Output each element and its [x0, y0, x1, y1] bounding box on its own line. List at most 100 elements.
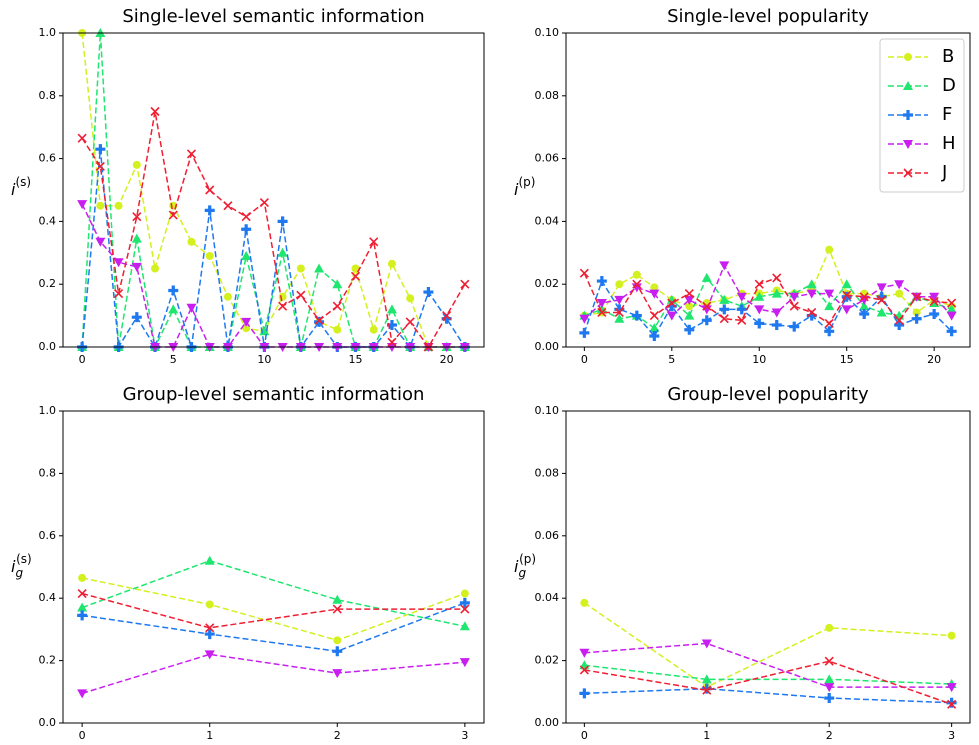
axes-frame	[565, 410, 971, 724]
point	[614, 313, 625, 323]
point	[685, 302, 694, 311]
point	[736, 304, 747, 315]
x-tick-label: 20	[927, 353, 941, 366]
plot-area	[77, 28, 470, 352]
legend-label: H	[942, 133, 956, 154]
point	[114, 201, 123, 210]
point	[314, 263, 325, 273]
point	[579, 314, 590, 324]
point	[631, 310, 642, 321]
point	[946, 304, 957, 314]
point	[131, 312, 142, 323]
point	[719, 314, 729, 324]
point	[806, 310, 817, 321]
point	[912, 292, 922, 302]
y-tick-label: 0.00	[535, 716, 560, 729]
point	[259, 197, 269, 208]
point	[719, 304, 730, 315]
point	[278, 292, 287, 301]
y-tick-label: 0.2	[39, 654, 57, 667]
point	[737, 315, 747, 325]
point	[824, 674, 835, 684]
point	[241, 224, 252, 235]
y-tick-label: 0.4	[39, 591, 57, 604]
legend-frame	[879, 38, 965, 193]
point	[929, 309, 940, 320]
point	[131, 233, 142, 243]
point	[929, 296, 939, 307]
point	[77, 610, 88, 621]
y-tick-label: 0.02	[535, 654, 560, 667]
point	[241, 250, 252, 260]
point	[333, 636, 342, 645]
point	[314, 316, 325, 327]
subplot: Single-level popularity i(p) 0.00 0.02 0.04 0…	[514, 6, 971, 366]
x-tick-label: 0	[79, 353, 86, 366]
point	[205, 623, 215, 633]
point	[78, 573, 87, 582]
y-tick-label: 0.00	[535, 340, 560, 353]
point	[77, 200, 88, 210]
series-line	[81, 559, 466, 628]
plot-area	[579, 598, 957, 709]
point	[946, 697, 957, 708]
y-tick-label: 0.06	[535, 529, 560, 542]
point	[386, 304, 397, 314]
point	[423, 287, 434, 298]
series-line	[81, 577, 466, 642]
point	[187, 237, 196, 246]
point	[903, 81, 913, 90]
point	[597, 307, 607, 318]
y-tick-label: 0.06	[535, 152, 560, 165]
point	[596, 276, 607, 287]
x-tick-label: 3	[461, 729, 468, 742]
series-line	[81, 32, 465, 348]
point	[702, 301, 712, 311]
series-line	[583, 263, 953, 320]
y-label-main: i	[514, 180, 519, 199]
point	[387, 337, 397, 347]
point	[946, 683, 957, 693]
point	[841, 279, 852, 289]
point	[947, 699, 957, 709]
point	[824, 683, 835, 693]
y-tick-label: 0.8	[39, 466, 57, 479]
point	[77, 602, 88, 612]
y-tick-label: 0.10	[535, 26, 560, 39]
y-tick-label: 0.04	[535, 214, 560, 227]
series-line	[82, 602, 466, 653]
y-axis-label: i(p)	[514, 175, 535, 199]
y-tick-label: 1.0	[39, 404, 57, 417]
plot-area	[77, 555, 470, 699]
y-tick-label: 0.04	[535, 591, 560, 604]
y-label-sup: (p)	[518, 175, 535, 189]
x-tick-label: 10	[257, 353, 271, 366]
point	[946, 311, 957, 321]
series-line	[81, 32, 465, 350]
point	[168, 210, 178, 220]
point	[754, 279, 764, 289]
point	[911, 313, 922, 324]
point	[824, 693, 835, 704]
point	[204, 555, 215, 565]
point	[824, 318, 834, 329]
point	[632, 270, 641, 279]
point	[386, 320, 397, 331]
point	[113, 258, 124, 268]
point	[223, 292, 232, 301]
point	[789, 321, 800, 332]
y-tick-label: 0.2	[39, 277, 57, 290]
series-line	[584, 660, 952, 705]
point	[903, 110, 914, 120]
point	[771, 320, 782, 331]
point	[460, 589, 469, 598]
y-tick-label: 0.0	[39, 340, 57, 353]
series-line	[584, 247, 952, 317]
point	[929, 292, 940, 302]
point	[579, 268, 589, 278]
point	[242, 324, 251, 333]
point	[771, 288, 782, 298]
point	[894, 320, 905, 331]
y-label-sup: (s)	[16, 552, 32, 566]
